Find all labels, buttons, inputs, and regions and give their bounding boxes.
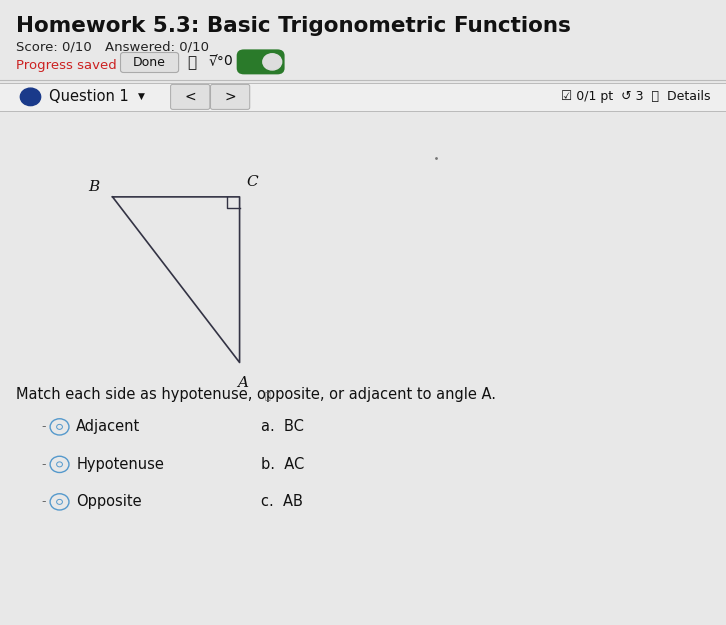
Text: <: < (184, 90, 196, 104)
Text: Adjacent: Adjacent (76, 419, 140, 434)
Circle shape (263, 54, 282, 70)
Text: >: > (224, 90, 236, 104)
Text: √̅°: √̅° (208, 56, 224, 69)
Text: Hypotenuse: Hypotenuse (76, 457, 164, 472)
Text: 0: 0 (224, 54, 232, 68)
Text: c.  AB: c. AB (261, 494, 303, 509)
Text: Done: Done (133, 56, 166, 69)
Text: C: C (247, 176, 258, 189)
Text: Match each side as hypotenuse, opposite, or adjacent to angle A.: Match each side as hypotenuse, opposite,… (16, 388, 496, 402)
FancyBboxPatch shape (121, 52, 179, 72)
Text: -: - (41, 496, 46, 508)
Text: Progress saved: Progress saved (16, 59, 117, 72)
FancyBboxPatch shape (211, 84, 250, 109)
Text: ▼: ▼ (138, 92, 145, 101)
Text: 🔍: 🔍 (264, 391, 270, 401)
Text: b.  AC: b. AC (261, 457, 305, 472)
Text: Homework 5.3: Basic Trigonometric Functions: Homework 5.3: Basic Trigonometric Functi… (16, 16, 571, 36)
Text: Opposite: Opposite (76, 494, 142, 509)
Text: Question 1: Question 1 (49, 89, 129, 104)
Text: Answered: 0/10: Answered: 0/10 (105, 41, 209, 54)
Text: A: A (237, 376, 248, 390)
Circle shape (20, 88, 41, 106)
FancyBboxPatch shape (171, 84, 210, 109)
Text: ⎙: ⎙ (187, 55, 196, 70)
Text: B: B (89, 180, 99, 194)
FancyBboxPatch shape (237, 49, 285, 74)
Text: ☑ 0/1 pt  ↺ 3  ⓘ  Details: ☑ 0/1 pt ↺ 3 ⓘ Details (560, 91, 710, 103)
Text: a.  BC: a. BC (261, 419, 304, 434)
Text: Score: 0/10: Score: 0/10 (16, 41, 91, 54)
Text: -: - (41, 421, 46, 433)
Text: -: - (41, 458, 46, 471)
FancyBboxPatch shape (0, 83, 726, 111)
